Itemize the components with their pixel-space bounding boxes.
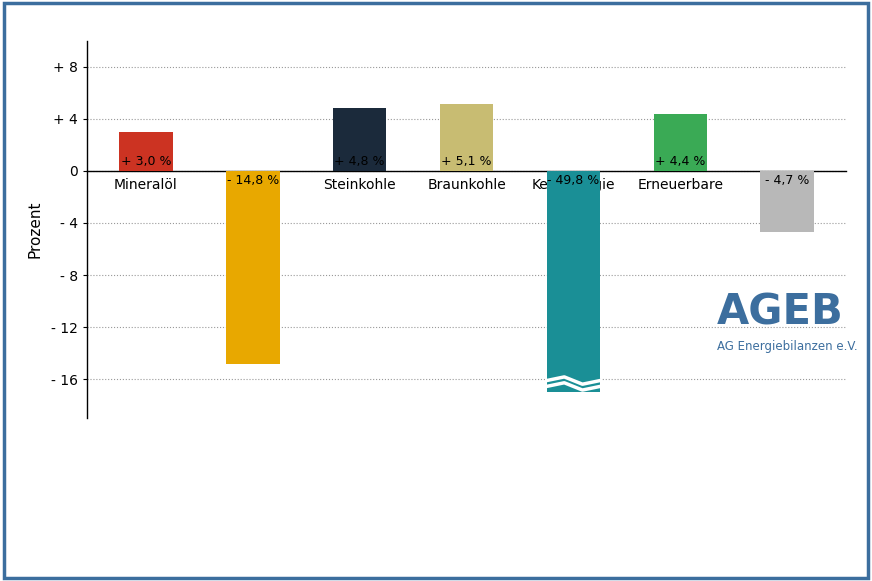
Bar [333,109,386,171]
Text: + 3,0 %: + 3,0 % [120,155,171,168]
Bar [119,132,173,171]
Text: + 4,8 %: + 4,8 % [335,155,385,168]
Text: + 4,4 %: + 4,4 % [655,155,705,168]
Bar [760,171,814,232]
Text: - 4,7 %: - 4,7 % [765,174,809,187]
Text: + 5,1 %: + 5,1 % [441,155,492,168]
Text: AGEB: AGEB [717,292,843,333]
Bar [653,114,707,171]
Y-axis label: Prozent: Prozent [28,201,43,258]
Bar [439,105,494,171]
Bar [226,171,280,364]
Text: - 49,8 %: - 49,8 % [548,174,599,187]
Text: - 14,8 %: - 14,8 % [227,174,279,187]
Text: AG Energiebilanzen e.V.: AG Energiebilanzen e.V. [717,340,857,353]
Bar [547,171,600,392]
